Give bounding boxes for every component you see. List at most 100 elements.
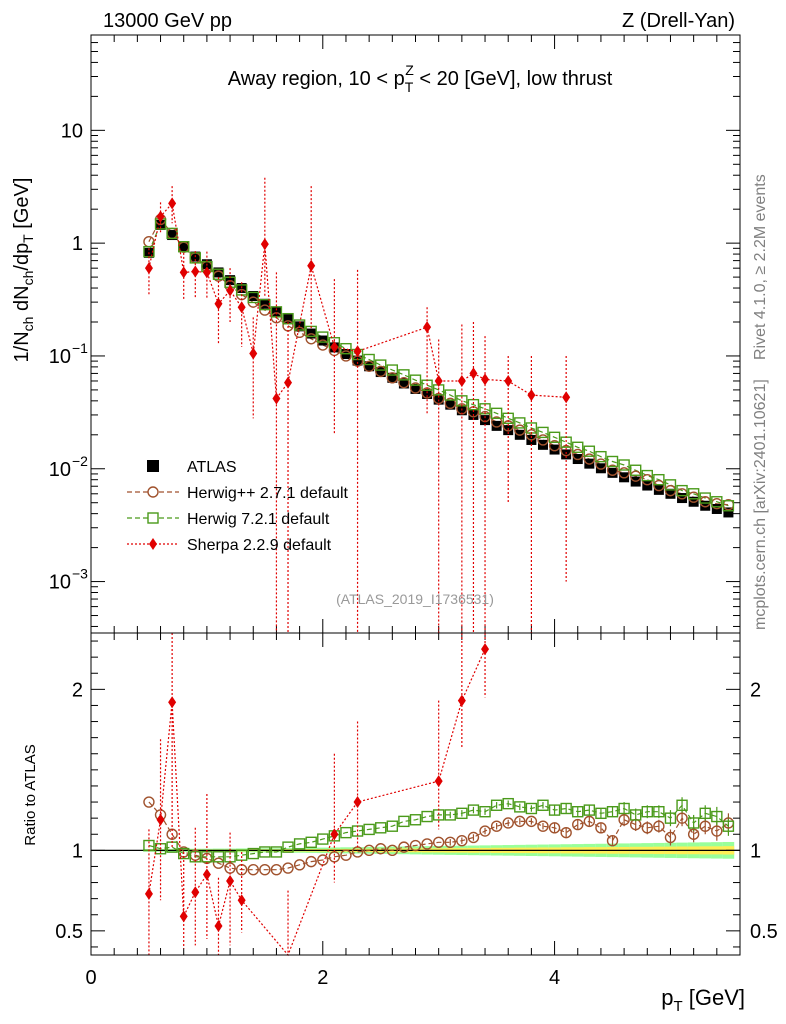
ratio-herwigpp-point xyxy=(282,862,294,874)
ratio-xlabel-p1: p xyxy=(661,985,673,1010)
ratio-herwig7-point xyxy=(363,823,375,836)
atlas-point xyxy=(677,493,688,504)
side-rivet-version: Rivet 4.1.0, ≥ 2.2M events xyxy=(752,174,769,360)
ratio-herwigpp-point xyxy=(270,863,283,876)
herwig7-point xyxy=(375,359,387,371)
main-ylabel-p3: dN xyxy=(11,285,33,316)
main-title-superscript: Z xyxy=(405,62,414,78)
ratio-herwig7-point xyxy=(629,809,642,821)
sherpa-point xyxy=(353,345,362,358)
ratio-herwigpp-point xyxy=(560,826,572,839)
atlas-point xyxy=(665,488,676,499)
ratio-herwigpp-point xyxy=(664,831,677,844)
herwig7-point xyxy=(409,374,422,386)
ratio-herwigpp-point xyxy=(583,815,596,828)
ratio-ytick-label: 0.5 xyxy=(55,921,83,943)
legend-marker-atlas xyxy=(147,460,159,472)
ratio-herwig7-point xyxy=(386,820,399,832)
herwigpp-point xyxy=(398,376,410,389)
legend-label: ATLAS xyxy=(187,459,237,476)
sherpa-point xyxy=(249,347,258,360)
ratio-ytick-label: 2 xyxy=(72,679,83,701)
ratio-ylabel: Ratio to ATLAS xyxy=(22,744,39,845)
main-ylabel-p1: 1/N xyxy=(11,331,33,362)
ratio-herwigpp-point xyxy=(653,820,665,832)
ratio-herwig7-point xyxy=(444,809,456,821)
ratio-herwig7-point xyxy=(653,806,665,818)
ratio-herwigpp-point xyxy=(595,822,607,834)
ratio-herwig7-point xyxy=(502,797,514,810)
sherpa-point xyxy=(202,266,211,279)
ratio-herwigpp-point xyxy=(502,817,514,829)
atlas-point xyxy=(422,388,433,399)
main-ytick-exponent: −3 xyxy=(72,566,88,582)
herwig7-point xyxy=(629,464,642,476)
atlas-point xyxy=(410,383,421,394)
main-title-part-2: < 20 [GeV], low thrust xyxy=(414,68,613,90)
sherpa-point xyxy=(179,266,188,279)
ratio-ytick-label-right: 1 xyxy=(750,840,761,862)
ratio-herwigpp-point xyxy=(537,820,549,832)
sherpa-point xyxy=(272,392,281,405)
sherpa-line xyxy=(148,202,567,401)
legend-label: Herwig++ 2.7.1 default xyxy=(187,485,349,502)
main-ylabel-p2: ch xyxy=(20,317,36,332)
herwigpp-point xyxy=(340,350,352,362)
ratio-herwigpp-point xyxy=(514,815,526,828)
main-ylabel: 1/Nch dNch/dpT [GeV] xyxy=(11,178,36,363)
main-ytick-exponent: −1 xyxy=(72,340,88,356)
ratio-herwigpp-point xyxy=(212,857,225,869)
main-ylabel-p7: [GeV] xyxy=(11,178,33,235)
herwigpp-point xyxy=(606,464,619,476)
herwig7-point xyxy=(444,389,456,401)
ratio-herwigpp-point xyxy=(467,831,480,844)
atlas-point xyxy=(352,355,363,366)
herwig7-point xyxy=(722,500,735,512)
ratio-herwig7-point xyxy=(722,820,735,832)
ratio-sherpa-point xyxy=(237,894,246,907)
atlas-point xyxy=(248,290,259,301)
sherpa-point xyxy=(434,374,443,387)
ratio-herwig7-point xyxy=(699,807,711,820)
side-mcplots: mcplots.cern.ch [arXiv:2401.10621] xyxy=(752,379,769,630)
sherpa-point xyxy=(214,297,223,310)
ratio-herwig7-point xyxy=(212,851,225,863)
herwig7-point xyxy=(514,417,526,429)
ratio-herwig7-point xyxy=(595,807,607,820)
ratio-herwig7-point xyxy=(375,822,387,834)
sherpa-point xyxy=(191,265,200,278)
sherpa-point xyxy=(144,262,153,275)
ratio-sherpa-point xyxy=(434,775,443,788)
ratio-herwig7-point xyxy=(490,799,503,811)
main-ylabel-p5: /dp xyxy=(11,243,33,271)
herwigpp-point xyxy=(595,458,607,470)
ratio-herwig7-point xyxy=(259,846,271,858)
sherpa-point xyxy=(562,391,571,404)
atlas-point xyxy=(503,425,514,436)
herwig7-point xyxy=(676,484,688,497)
herwig7-point xyxy=(363,353,375,366)
herwig7-point xyxy=(711,496,723,508)
main-ytick-label: 10 xyxy=(49,572,71,594)
atlas-point xyxy=(723,507,734,518)
ratio-herwigpp-point xyxy=(305,855,317,868)
ratio-herwig7-point xyxy=(537,799,549,811)
ratio-herwig7-point xyxy=(293,838,306,850)
herwigpp-point xyxy=(514,424,526,436)
ratio-herwigpp-point xyxy=(432,836,445,848)
herwig7-point xyxy=(293,319,306,331)
main-ytick-exponent: −2 xyxy=(72,453,88,469)
herwig7-point xyxy=(687,488,700,500)
sherpa-point xyxy=(330,341,339,354)
atlas-point xyxy=(549,444,560,455)
legend-label: Sherpa 2.2.9 default xyxy=(187,537,332,554)
herwigpp-point xyxy=(572,448,584,461)
ratio-herwigpp-point xyxy=(375,843,387,855)
ratio-herwig7-point xyxy=(711,810,723,823)
ratio-herwig7-point xyxy=(317,833,329,845)
ratio-herwig7-point xyxy=(178,847,190,860)
atlas-point xyxy=(561,449,572,460)
ratio-herwig7-point xyxy=(664,812,677,824)
atlas-point xyxy=(607,467,618,478)
